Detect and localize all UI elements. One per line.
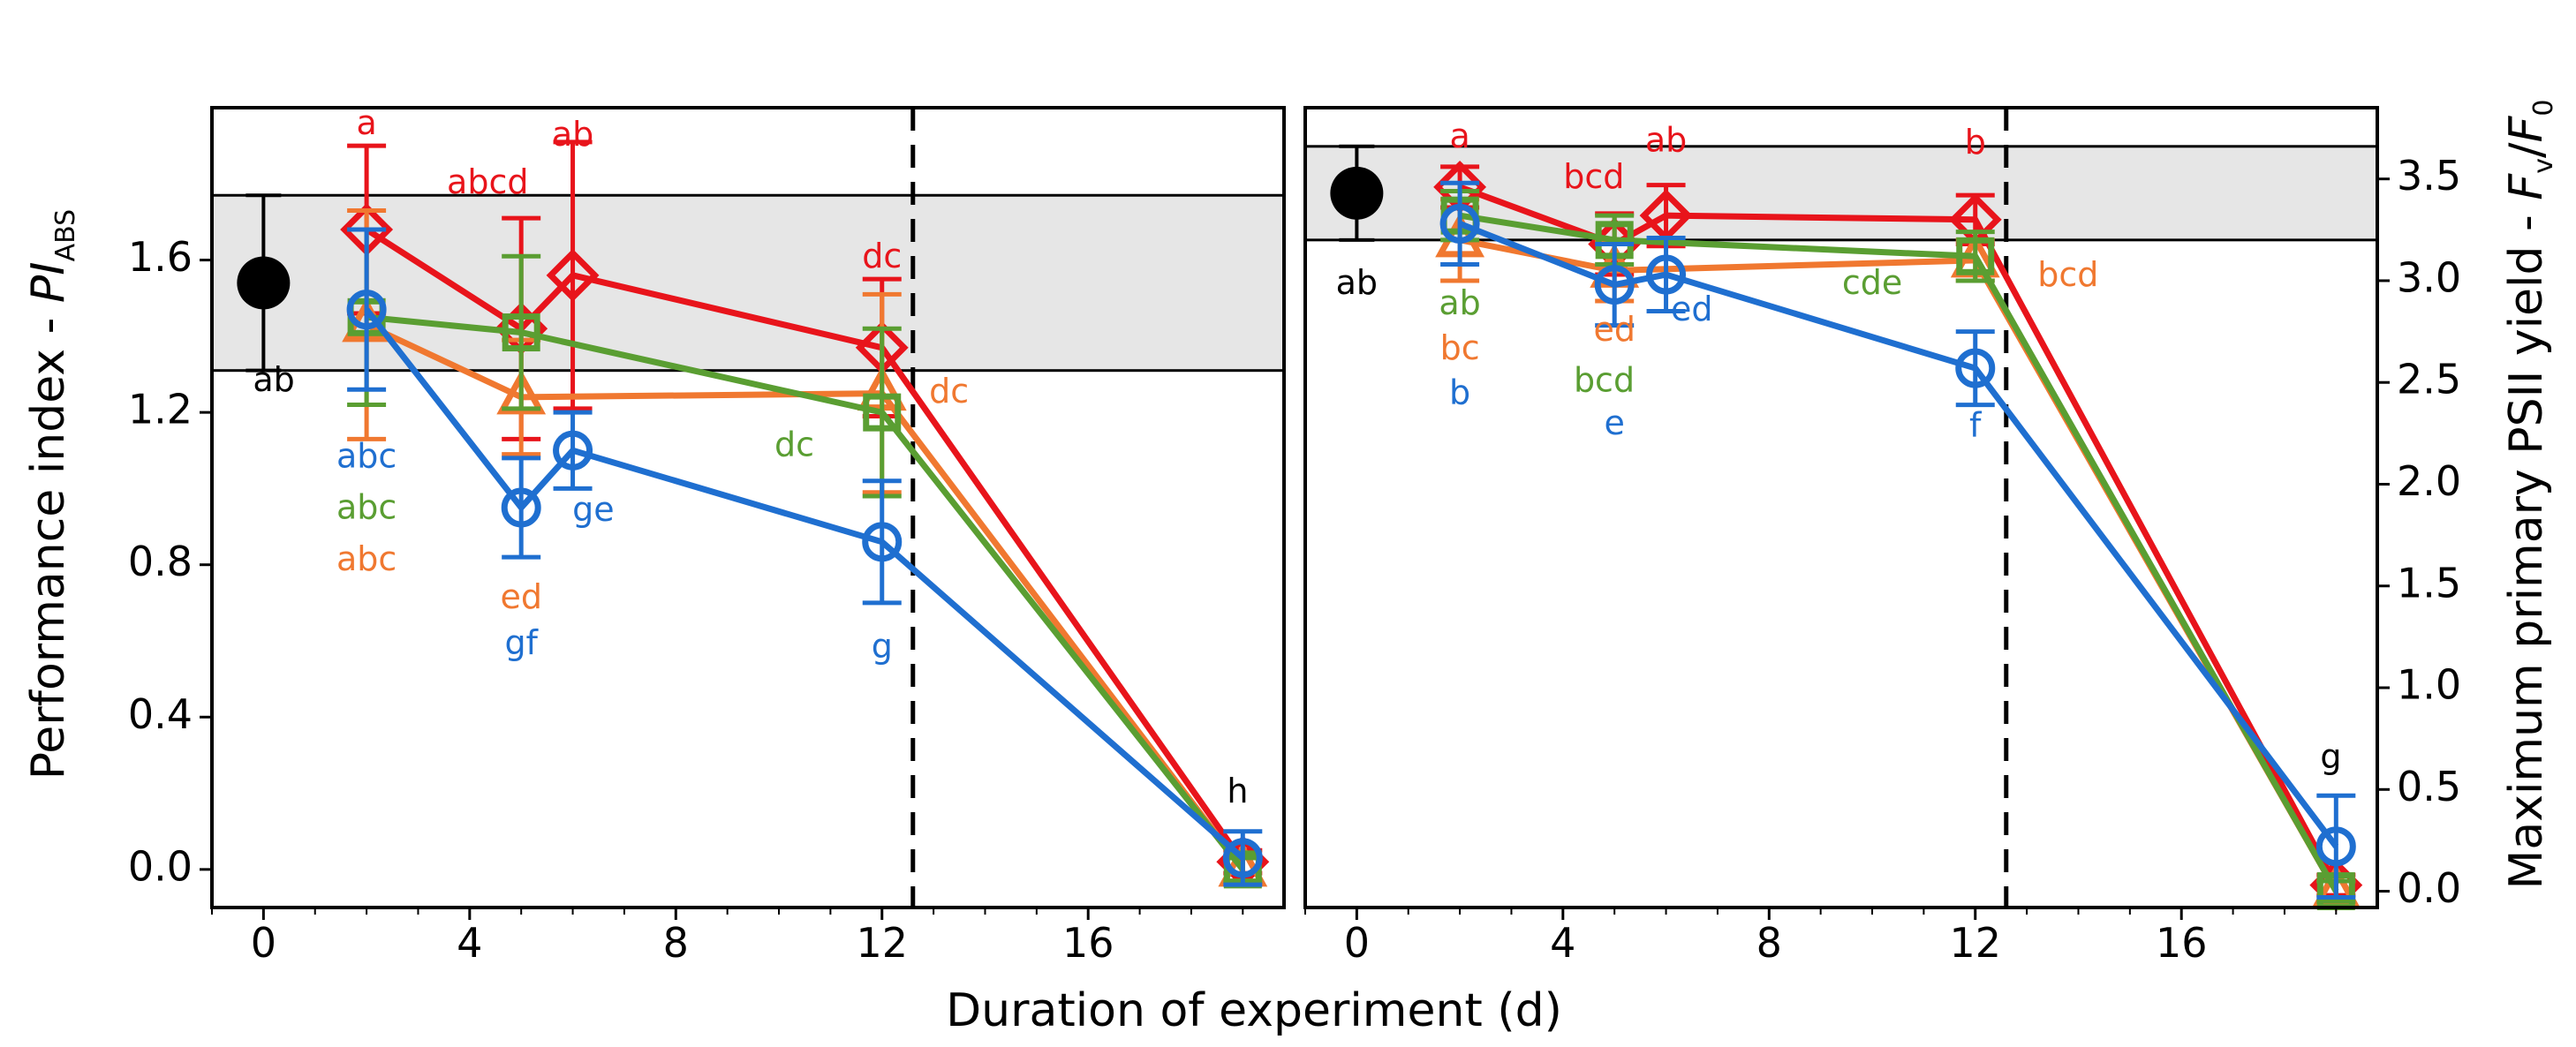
- y-tick-label: 3.5: [2397, 152, 2461, 200]
- series-line-green: [1459, 212, 2339, 893]
- significance-label: dc: [929, 372, 969, 411]
- significance-label: abc: [336, 436, 397, 475]
- significance-label: bcd: [1574, 361, 1635, 400]
- y-tick-label: 3.0: [2397, 253, 2461, 301]
- x-axis-label: Duration of experiment (d): [946, 984, 1562, 1037]
- significance-label: ab: [1439, 283, 1480, 322]
- x-tick-label: 16: [1062, 919, 1114, 967]
- series-blue: [1439, 180, 2356, 900]
- data-point-orange: [496, 369, 547, 415]
- data-point-green: [863, 393, 902, 432]
- significance-label: dc: [774, 425, 814, 463]
- data-point-green: [1956, 237, 1995, 275]
- significance-label: g: [872, 627, 893, 666]
- series-line-orange: [365, 321, 1246, 871]
- y-axis-label-left: Performance index - PIABS: [22, 209, 81, 780]
- x-tick-label: 8: [663, 919, 689, 967]
- y-tick-label: 0.0: [128, 842, 193, 890]
- y-tick-label: 2.0: [2397, 457, 2461, 505]
- x-tick-label: 16: [2156, 919, 2208, 967]
- significance-label: f: [1969, 405, 1983, 444]
- significance-label: ab: [1645, 121, 1687, 160]
- significance-label: bcd: [1563, 157, 1624, 196]
- data-point-blue: [553, 430, 593, 471]
- y-axis-label-right: Maximum primary PSII yield - Fv/F0: [2500, 99, 2559, 889]
- control-band: [210, 193, 1286, 373]
- significance-label: h: [1227, 772, 1248, 810]
- significance-label: ab: [253, 360, 294, 399]
- control-data-point: [1330, 166, 1384, 220]
- significance-label: ab: [552, 115, 593, 154]
- data-point-blue: [862, 522, 903, 562]
- significance-label: abcd: [447, 162, 528, 201]
- x-tick-label: 0: [1344, 919, 1370, 967]
- data-point-green: [502, 313, 540, 352]
- data-point-blue: [2315, 826, 2356, 867]
- data-point-blue: [1594, 265, 1635, 305]
- x-tick-label: 4: [1550, 919, 1575, 967]
- significance-label: dc: [862, 237, 902, 275]
- series-blue: [346, 227, 1263, 887]
- plot-frame: [210, 106, 1286, 909]
- significance-label: cde: [1842, 263, 1902, 302]
- y-tick-label: 1.0: [2397, 661, 2461, 709]
- significance-label: bcd: [2037, 255, 2098, 294]
- y-tick-label: 0.8: [128, 538, 193, 585]
- data-point-blue: [1646, 254, 1687, 295]
- y-tick-label: 2.5: [2397, 356, 2461, 403]
- significance-label: ed: [500, 577, 542, 616]
- y-tick-label: 0.5: [2397, 763, 2461, 810]
- data-point-red: [546, 248, 600, 302]
- y-tick-label: 1.2: [128, 386, 193, 433]
- significance-label: ab: [1336, 263, 1378, 302]
- data-point-blue: [1955, 348, 1996, 388]
- data-point-blue: [1222, 838, 1263, 878]
- x-tick-label: 0: [251, 919, 276, 967]
- control-data-point: [237, 256, 291, 310]
- series-orange: [1435, 197, 2361, 909]
- significance-label: a: [356, 103, 376, 142]
- significance-label: abc: [336, 539, 397, 578]
- data-point-blue: [346, 290, 387, 330]
- significance-label: e: [1604, 403, 1624, 442]
- x-tick-label: 8: [1756, 919, 1782, 967]
- significance-label: g: [2320, 737, 2341, 776]
- y-tick-label: 0.4: [128, 690, 193, 738]
- y-tick-label: 1.6: [128, 233, 193, 281]
- significance-label: b: [1965, 123, 1986, 162]
- y-tick-label: 1.5: [2397, 559, 2461, 606]
- series-line-orange: [1459, 237, 2339, 893]
- significance-label: a: [1449, 117, 1469, 155]
- x-tick-label: 12: [856, 919, 908, 967]
- significance-label: ge: [572, 490, 615, 529]
- series-line-blue: [1458, 221, 2339, 848]
- significance-label: b: [1449, 373, 1470, 412]
- x-tick-label: 12: [1949, 919, 2001, 967]
- significance-label: ed: [1671, 290, 1713, 328]
- data-point-blue: [1439, 203, 1480, 244]
- x-tick-label: 4: [457, 919, 482, 967]
- significance-label: ed: [1593, 310, 1635, 349]
- data-point-blue: [501, 487, 541, 528]
- series-line-green: [366, 313, 1246, 872]
- plot-frame: [1303, 106, 2379, 909]
- significance-label: bc: [1440, 328, 1480, 367]
- y-tick-label: 0.0: [2397, 864, 2461, 912]
- significance-label: abc: [336, 488, 397, 527]
- significance-label: gf: [504, 623, 539, 662]
